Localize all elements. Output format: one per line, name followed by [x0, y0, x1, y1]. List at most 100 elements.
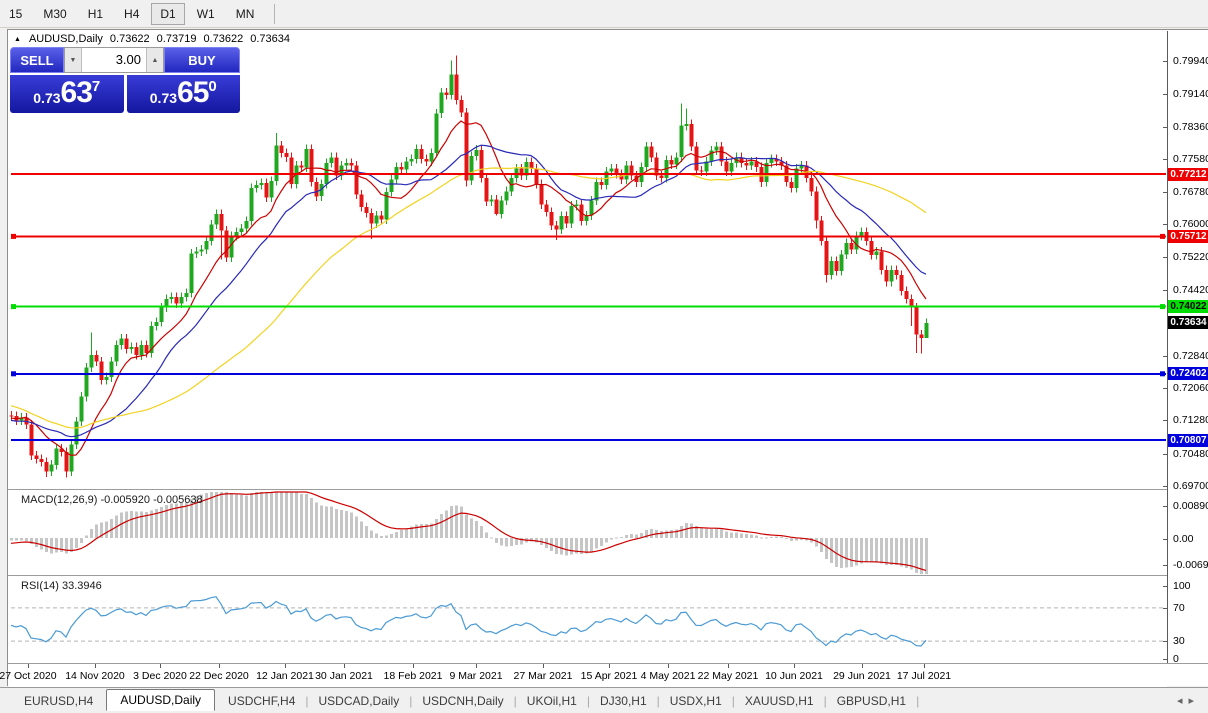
- time-axis-label: 17 Jul 2021: [896, 670, 952, 682]
- rsi-line: [10, 596, 927, 647]
- time-axis-tick: [668, 664, 669, 668]
- tab-separator: |: [305, 693, 309, 708]
- axis-tick: [1163, 256, 1167, 258]
- price-axis-label: 0.78360: [1173, 120, 1208, 133]
- sell-price-display[interactable]: 0.73 63 7: [10, 75, 124, 113]
- macd-panel[interactable]: [9, 491, 1167, 575]
- time-axis-label: 18 Feb 2021: [383, 670, 443, 682]
- chart-window: 0.79940 0.79140 0.78360 0.77580 0.76780 0.760…: [0, 29, 1208, 687]
- line-handle[interactable]: [11, 233, 16, 239]
- sell-price-pips: 63: [60, 76, 93, 109]
- timeframe-button-H4[interactable]: H4: [124, 6, 140, 21]
- timeframe-button-M30[interactable]: M30: [43, 6, 67, 21]
- collapse-arrow-icon[interactable]: ▲: [14, 35, 21, 43]
- timeframe-button-H1[interactable]: H1: [87, 6, 104, 21]
- sell-price-prefix: 0.73: [33, 90, 61, 106]
- chart-symbol-label: AUDUSD,Daily: [28, 33, 103, 45]
- buy-price-display[interactable]: 0.73 65 0: [126, 75, 240, 113]
- price-axis-label: 0.69700: [1173, 479, 1208, 492]
- timeframe-button-W1[interactable]: W1: [196, 6, 215, 21]
- tab-XAUUSD-H1[interactable]: XAUUSD,H1: [744, 693, 814, 708]
- rsi-axis-label: 0: [1173, 653, 1179, 665]
- rsi-axis-label: 100: [1173, 580, 1191, 592]
- volume-input[interactable]: 3.00: [115, 52, 141, 67]
- time-axis-label: 4 May 2021: [640, 670, 696, 682]
- current-price-badge: 0.73634: [1168, 316, 1208, 330]
- buy-button[interactable]: BUY: [164, 47, 240, 73]
- volume-increase-icon[interactable]: ▲: [146, 48, 163, 72]
- tab-scroll-arrows: ◂▸: [1177, 694, 1200, 707]
- price-axis-label: 0.72060: [1173, 381, 1208, 394]
- tab-EURUSD-H4[interactable]: EURUSD,H4: [24, 693, 94, 708]
- time-axis[interactable]: 27 Oct 2020 14 Nov 2020 3 Dec 2020 22 Dec 2…: [0, 664, 1167, 687]
- time-axis-label: 10 Jun 2021: [765, 670, 823, 682]
- panel-separator[interactable]: [8, 575, 1208, 577]
- axis-tick: [1163, 453, 1167, 455]
- price-axis[interactable]: 0.79940 0.79140 0.78360 0.77580 0.76780 0.760…: [1163, 31, 1208, 665]
- tabs-scroll-right-icon[interactable]: ▸: [1188, 695, 1200, 707]
- panel-separator[interactable]: [8, 489, 1208, 491]
- tab-AUDUSD-Daily[interactable]: AUDUSD,Daily: [106, 688, 216, 711]
- line-handle[interactable]: [11, 304, 16, 310]
- axis-tick: [1163, 608, 1167, 609]
- time-axis-label: 14 Nov 2020: [65, 670, 125, 682]
- tab-USDCAD-Daily[interactable]: USDCAD,Daily: [318, 693, 400, 708]
- time-axis-tick: [344, 664, 345, 668]
- macd-axis-label: 0.008903: [1173, 500, 1208, 512]
- rsi-panel[interactable]: [9, 577, 1167, 663]
- line-handle[interactable]: [1160, 304, 1165, 310]
- line-handle[interactable]: [1160, 233, 1165, 239]
- axis-tick: [1163, 94, 1167, 96]
- time-axis-label: 29 Jun 2021: [833, 670, 891, 682]
- line-handle[interactable]: [1160, 371, 1165, 377]
- timeframe-button-MN[interactable]: MN: [235, 6, 255, 21]
- line-handle[interactable]: [11, 371, 16, 377]
- price-axis-label: 0.70480: [1173, 447, 1208, 460]
- time-axis-label: 30 Jan 2021: [315, 670, 373, 682]
- tab-USDCHF-H4[interactable]: USDCHF,H4: [228, 693, 296, 708]
- volume-spinner: ▼ 3.00 ▲: [64, 47, 164, 73]
- time-axis-tick: [794, 664, 795, 668]
- macd-histogram: [10, 492, 928, 574]
- time-axis-tick: [28, 664, 29, 668]
- volume-decrease-icon[interactable]: ▼: [65, 48, 82, 72]
- price-axis-label: 0.71280: [1173, 414, 1208, 427]
- sell-button[interactable]: SELL: [10, 47, 64, 73]
- macd-signal-line: [10, 491, 927, 571]
- timeframe-button-D1[interactable]: D1: [151, 2, 185, 25]
- tab-DJ30-H1[interactable]: DJ30,H1: [599, 693, 647, 708]
- tab-separator: |: [586, 693, 590, 708]
- chart-tabs-bar: EURUSD,H4 AUDUSD,Daily USDCHF,H4 | USDCAD,Da…: [0, 687, 1208, 713]
- tabs-scroll-left-icon[interactable]: ◂: [1176, 695, 1189, 707]
- price-axis-label: 0.74420: [1173, 284, 1208, 297]
- axis-tick: [1163, 355, 1167, 357]
- time-axis-tick: [160, 664, 161, 668]
- tab-GBPUSD-H1[interactable]: GBPUSD,H1: [836, 693, 907, 708]
- axis-tick: [1163, 586, 1167, 587]
- tab-separator: |: [731, 693, 735, 708]
- time-axis-tick: [924, 664, 925, 668]
- price-line-badge: 0.75712: [1168, 229, 1208, 243]
- moving-average-10: [10, 120, 927, 456]
- axis-tick: [1163, 387, 1167, 389]
- axis-tick: [1163, 641, 1167, 642]
- rsi-indicator-label: RSI(14) 33.3946: [21, 580, 102, 592]
- price-axis-label: 0.77580: [1173, 152, 1208, 165]
- time-axis-label: 3 Dec 2020: [133, 670, 187, 682]
- tab-UKOil-H1[interactable]: UKOil,H1: [526, 693, 577, 708]
- price-line-badge: 0.70807: [1168, 433, 1208, 447]
- time-axis-label: 27 Oct 2020: [0, 670, 57, 682]
- moving-average-50: [10, 166, 927, 429]
- main-price-chart[interactable]: [9, 31, 1167, 489]
- tab-separator: |: [513, 693, 517, 708]
- time-axis-tick: [609, 664, 610, 668]
- axis-tick: [1163, 126, 1167, 128]
- tab-USDX-H1[interactable]: USDX,H1: [669, 693, 722, 708]
- axis-tick: [1163, 224, 1167, 226]
- chart-title: ▲ AUDUSD,Daily 0.73622 0.73719 0.73622 0…: [14, 33, 290, 45]
- timeframe-button-15[interactable]: 15: [9, 6, 23, 21]
- sell-price-point: 7: [91, 78, 101, 95]
- price-axis-label: 0.75220: [1173, 250, 1208, 263]
- tab-USDCNH-Daily[interactable]: USDCNH,Daily: [422, 693, 504, 708]
- price-axis-label: 0.72840: [1173, 349, 1208, 362]
